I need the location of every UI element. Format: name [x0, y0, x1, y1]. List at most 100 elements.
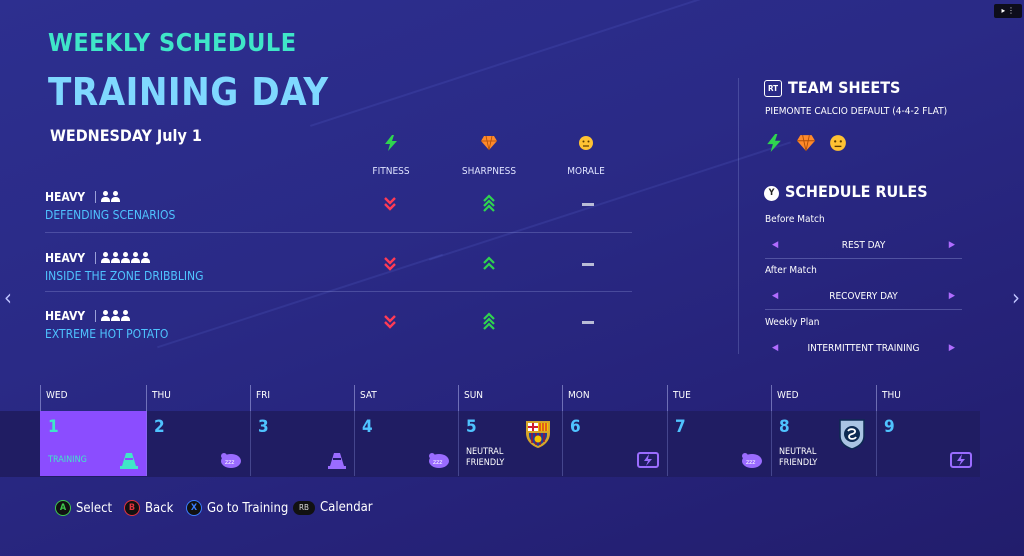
rule-selector-before-match[interactable]: ◀ REST DAY ▶ — [765, 236, 962, 259]
day-number: 2 — [154, 417, 165, 437]
drill-intensity: HEAVY — [45, 190, 86, 204]
sharpness-up-icon — [483, 194, 495, 212]
svg-text:zzz: zzz — [433, 459, 442, 466]
rt-button-icon: RT — [764, 80, 782, 97]
calendar-day-6[interactable]: 6 — [562, 411, 668, 476]
column-morale: MORALE — [567, 166, 605, 177]
sleep-icon: zzz — [221, 453, 241, 468]
drill-row[interactable]: HEAVY EXTREME HOT POTATO — [45, 309, 635, 363]
calendar-day-4[interactable]: 4 zzz — [354, 411, 459, 476]
face-icon — [830, 135, 846, 151]
day-number: 4 — [362, 417, 373, 437]
arrow-left-icon[interactable]: ◀ — [772, 240, 779, 250]
window-controls[interactable]: ▸ ⋮ — [994, 4, 1022, 18]
b-button-icon: B — [124, 500, 140, 516]
lightning-icon — [767, 134, 781, 152]
nav-left-arrow[interactable]: ‹ — [4, 286, 12, 311]
column-sharpness: SHARPNESS — [461, 166, 517, 177]
sporting-kc-crest — [839, 419, 865, 450]
sharpness-up-icon — [483, 256, 495, 270]
players-icon — [95, 252, 150, 264]
day-label: MON — [568, 390, 590, 401]
recovery-icon — [637, 452, 659, 468]
day-number: 1 — [48, 417, 59, 437]
rb-button-icon: RB — [293, 500, 315, 515]
schedule-rules-label: SCHEDULE RULES — [785, 182, 928, 201]
players-icon — [95, 191, 120, 203]
hint-label: Select — [76, 500, 113, 516]
calendar-day-7[interactable]: 7 zzz — [667, 411, 772, 476]
day-label: WED — [46, 390, 68, 401]
fitness-down-icon — [384, 257, 396, 271]
drill-name: EXTREME HOT POTATO — [45, 327, 169, 341]
calendar-day-8[interactable]: 8 NEUTRAL FRIENDLY — [771, 411, 877, 476]
lightning-icon — [346, 135, 436, 155]
arrow-right-icon[interactable]: ▶ — [948, 240, 955, 250]
arrow-left-icon[interactable]: ◀ — [772, 343, 779, 353]
rule-label: Weekly Plan — [765, 317, 820, 328]
date-label: WEDNESDAY July 1 — [50, 126, 202, 145]
day-number: 3 — [258, 417, 269, 437]
rule-value: RECOVERY DAY — [829, 291, 898, 302]
nav-right-arrow[interactable]: › — [1012, 286, 1020, 311]
rule-label: Before Match — [765, 214, 825, 225]
fitness-down-icon — [384, 197, 396, 211]
rule-label: After Match — [765, 265, 817, 276]
calendar-day-3[interactable]: 3 — [250, 411, 355, 476]
day-number: 8 — [779, 417, 790, 437]
day-label: WED — [777, 390, 799, 401]
sleep-icon: zzz — [429, 453, 449, 468]
drill-intensity: HEAVY — [45, 251, 86, 265]
day-activity: TRAINING — [48, 455, 87, 465]
hint-label: Back — [145, 500, 174, 516]
recovery-icon — [950, 452, 972, 468]
drill-name: DEFENDING SCENARIOS — [45, 208, 176, 222]
calendar-day-1[interactable]: 1 TRAINING — [40, 411, 147, 476]
drill-row[interactable]: HEAVY INSIDE THE ZONE DRIBBLING — [45, 251, 635, 305]
calendar-day-2[interactable]: 2 zzz — [146, 411, 251, 476]
drill-row[interactable]: HEAVY DEFENDING SCENARIOS — [45, 190, 635, 244]
cone-icon — [120, 453, 138, 469]
rule-selector-after-match[interactable]: ◀ RECOVERY DAY ▶ — [765, 287, 962, 310]
arrow-left-icon[interactable]: ◀ — [772, 291, 779, 301]
section-title: WEEKLY SCHEDULE — [48, 28, 297, 57]
hint-calendar[interactable]: RB Calendar — [293, 500, 373, 515]
fitness-down-icon — [384, 315, 396, 329]
arrow-right-icon[interactable]: ▶ — [948, 343, 955, 353]
diamond-icon — [444, 135, 534, 155]
day-label: SUN — [464, 390, 484, 401]
arrow-right-icon[interactable]: ▶ — [948, 291, 955, 301]
face-icon — [541, 135, 631, 155]
day-label: THU — [882, 390, 901, 401]
team-sheets-title[interactable]: RT TEAM SHEETS — [764, 78, 900, 97]
calendar-day-9[interactable]: 9 — [876, 411, 980, 476]
hint-back[interactable]: B Back — [124, 500, 173, 516]
day-label: FRI — [256, 390, 271, 401]
hint-select[interactable]: A Select — [55, 500, 112, 516]
rule-selector-weekly-plan[interactable]: ◀ INTERMITTENT TRAINING ▶ — [765, 339, 962, 361]
a-button-icon: A — [55, 500, 71, 516]
day-label: TUE — [673, 390, 691, 401]
morale-neutral-icon — [582, 321, 594, 324]
day-label: THU — [152, 390, 171, 401]
calendar-day-5[interactable]: 5 NEUTRAL FRIENDLY — [458, 411, 563, 476]
day-activity: NEUTRAL FRIENDLY — [779, 447, 818, 468]
players-icon — [95, 310, 130, 322]
team-sheet-name: PIEMONTE CALCIO DEFAULT (4-4-2 FLAT) — [765, 106, 948, 117]
drill-intensity: HEAVY — [45, 309, 86, 323]
drill-name: INSIDE THE ZONE DRIBBLING — [45, 269, 204, 283]
team-sheets-label: TEAM SHEETS — [788, 78, 901, 97]
hint-label: Go to Training — [207, 500, 289, 516]
hint-go-to-training[interactable]: X Go to Training — [186, 500, 288, 516]
page-title: TRAINING DAY — [48, 70, 329, 114]
x-button-icon: X — [186, 500, 202, 516]
day-number: 5 — [466, 417, 477, 437]
svg-text:zzz: zzz — [746, 459, 755, 466]
calendar-strip — [0, 411, 980, 477]
day-label: SAT — [360, 390, 377, 401]
day-number: 9 — [884, 417, 895, 437]
diamond-icon — [797, 135, 815, 151]
schedule-rules-title[interactable]: Y SCHEDULE RULES — [764, 182, 928, 201]
hint-label: Calendar — [320, 500, 373, 515]
cone-icon — [328, 453, 346, 469]
